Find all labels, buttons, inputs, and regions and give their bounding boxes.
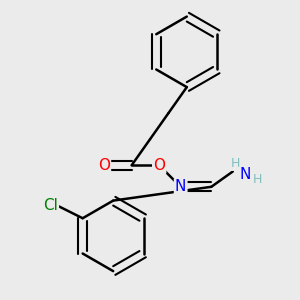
Text: H: H <box>253 172 262 186</box>
Text: N: N <box>239 167 251 182</box>
Text: Cl: Cl <box>43 199 58 214</box>
Text: H: H <box>231 157 241 170</box>
Text: N: N <box>175 179 186 194</box>
Text: O: O <box>153 158 165 173</box>
Text: O: O <box>98 158 110 173</box>
